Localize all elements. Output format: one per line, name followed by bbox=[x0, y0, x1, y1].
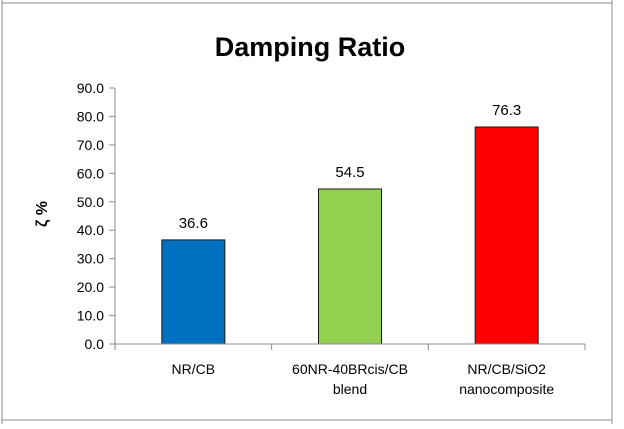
y-tick-label: 70.0 bbox=[77, 137, 104, 153]
data-label: 54.5 bbox=[335, 164, 364, 181]
y-axis-label: ζ % bbox=[34, 201, 51, 227]
x-tick-label: nanocomposite bbox=[459, 381, 554, 397]
x-tick-label: NR/CB/SiO2 bbox=[467, 361, 546, 377]
bar bbox=[474, 126, 539, 345]
data-label: 76.3 bbox=[492, 102, 521, 119]
x-tick-label: blend bbox=[333, 381, 367, 397]
y-tick-label: 0.0 bbox=[85, 336, 105, 352]
y-tick-label: 10.0 bbox=[77, 308, 104, 324]
y-tick-label: 20.0 bbox=[77, 279, 104, 295]
y-tick-label: 80.0 bbox=[77, 108, 104, 124]
y-tick-label: 90.0 bbox=[77, 80, 104, 96]
y-tick-label: 60.0 bbox=[77, 165, 104, 181]
y-tick-label: 40.0 bbox=[77, 222, 104, 238]
bars bbox=[161, 126, 539, 345]
y-tick-label: 30.0 bbox=[77, 251, 104, 267]
chart-title: Damping Ratio bbox=[215, 32, 406, 62]
x-axis-ticks: NR/CB 60NR-40BRcis/CB blend NR/CB/SiO2 nanoc… bbox=[114, 344, 586, 397]
bar bbox=[318, 188, 382, 345]
y-axis-ticks: 0.0 10.0 20.0 30.0 40.0 50.0 60.0 70.0 80.0 90.0 bbox=[77, 80, 115, 352]
data-label: 36.6 bbox=[179, 215, 208, 232]
data-labels: 36.6 54.5 76.3 bbox=[179, 102, 522, 232]
y-tick-label: 50.0 bbox=[77, 194, 104, 210]
x-tick-label: 60NR-40BRcis/CB bbox=[292, 361, 408, 377]
x-tick-label: NR/CB bbox=[172, 361, 216, 377]
bar bbox=[161, 239, 226, 345]
